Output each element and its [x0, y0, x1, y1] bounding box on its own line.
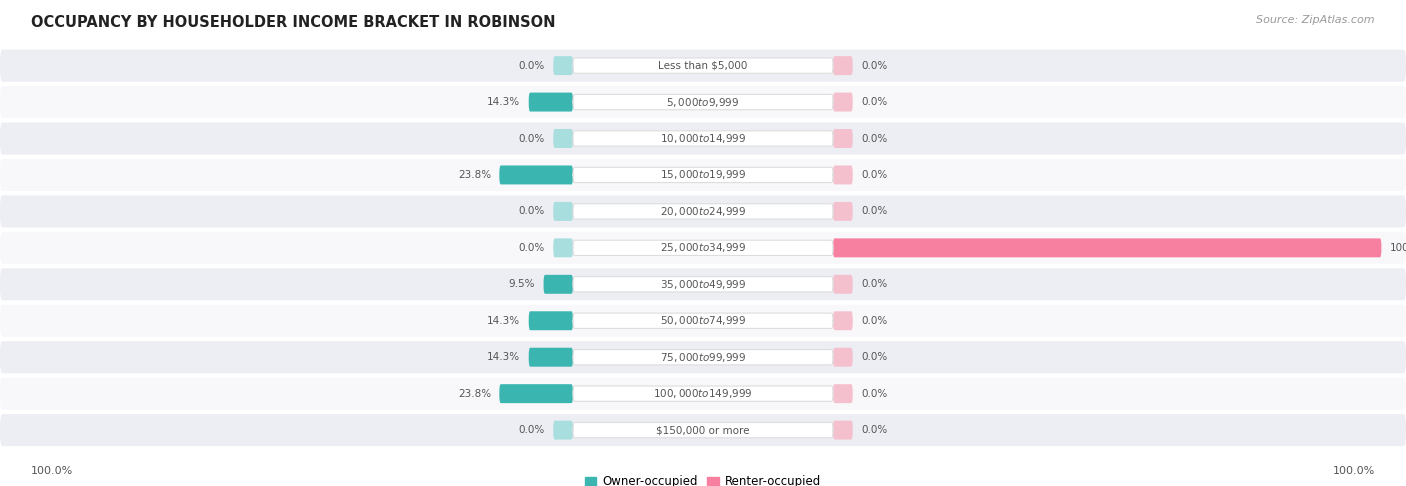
FancyBboxPatch shape: [832, 420, 852, 439]
FancyBboxPatch shape: [0, 268, 1406, 300]
Text: 0.0%: 0.0%: [860, 170, 887, 180]
Text: 0.0%: 0.0%: [860, 425, 887, 435]
FancyBboxPatch shape: [832, 384, 852, 403]
Text: $50,000 to $74,999: $50,000 to $74,999: [659, 314, 747, 327]
FancyBboxPatch shape: [0, 341, 1406, 373]
FancyBboxPatch shape: [529, 311, 574, 330]
FancyBboxPatch shape: [544, 275, 574, 294]
Text: 23.8%: 23.8%: [458, 389, 491, 399]
FancyBboxPatch shape: [0, 378, 1406, 410]
Text: 100.0%: 100.0%: [1391, 243, 1406, 253]
FancyBboxPatch shape: [832, 202, 852, 221]
Text: $5,000 to $9,999: $5,000 to $9,999: [666, 96, 740, 108]
Text: $100,000 to $149,999: $100,000 to $149,999: [654, 387, 752, 400]
FancyBboxPatch shape: [529, 348, 574, 366]
FancyBboxPatch shape: [832, 56, 852, 75]
FancyBboxPatch shape: [554, 129, 574, 148]
Text: 0.0%: 0.0%: [519, 134, 546, 143]
FancyBboxPatch shape: [832, 239, 1381, 258]
Text: 100.0%: 100.0%: [31, 467, 73, 476]
FancyBboxPatch shape: [832, 165, 852, 184]
FancyBboxPatch shape: [0, 86, 1406, 118]
FancyBboxPatch shape: [554, 239, 574, 258]
Text: 14.3%: 14.3%: [486, 316, 520, 326]
Text: 0.0%: 0.0%: [860, 316, 887, 326]
Text: 14.3%: 14.3%: [486, 97, 520, 107]
FancyBboxPatch shape: [574, 349, 832, 365]
FancyBboxPatch shape: [832, 129, 852, 148]
Text: 9.5%: 9.5%: [509, 279, 536, 289]
Text: $10,000 to $14,999: $10,000 to $14,999: [659, 132, 747, 145]
Text: 0.0%: 0.0%: [860, 207, 887, 216]
FancyBboxPatch shape: [832, 92, 852, 111]
FancyBboxPatch shape: [574, 277, 832, 292]
FancyBboxPatch shape: [554, 56, 574, 75]
Text: 0.0%: 0.0%: [860, 279, 887, 289]
FancyBboxPatch shape: [0, 232, 1406, 264]
Text: 0.0%: 0.0%: [519, 61, 546, 70]
Text: $150,000 or more: $150,000 or more: [657, 425, 749, 435]
FancyBboxPatch shape: [499, 384, 574, 403]
Text: $75,000 to $99,999: $75,000 to $99,999: [659, 351, 747, 364]
FancyBboxPatch shape: [574, 386, 832, 401]
FancyBboxPatch shape: [832, 275, 852, 294]
Text: $25,000 to $34,999: $25,000 to $34,999: [659, 242, 747, 254]
FancyBboxPatch shape: [574, 422, 832, 438]
Text: 14.3%: 14.3%: [486, 352, 520, 362]
FancyBboxPatch shape: [554, 202, 574, 221]
Text: 100.0%: 100.0%: [1333, 467, 1375, 476]
Legend: Owner-occupied, Renter-occupied: Owner-occupied, Renter-occupied: [579, 470, 827, 486]
FancyBboxPatch shape: [574, 313, 832, 329]
Text: 23.8%: 23.8%: [458, 170, 491, 180]
FancyBboxPatch shape: [0, 305, 1406, 337]
Text: $15,000 to $19,999: $15,000 to $19,999: [659, 169, 747, 181]
FancyBboxPatch shape: [574, 167, 832, 183]
Text: 0.0%: 0.0%: [860, 134, 887, 143]
Text: $35,000 to $49,999: $35,000 to $49,999: [659, 278, 747, 291]
FancyBboxPatch shape: [574, 94, 832, 110]
Text: Source: ZipAtlas.com: Source: ZipAtlas.com: [1257, 15, 1375, 25]
Text: 0.0%: 0.0%: [860, 389, 887, 399]
Text: 0.0%: 0.0%: [519, 207, 546, 216]
FancyBboxPatch shape: [0, 414, 1406, 446]
Text: $20,000 to $24,999: $20,000 to $24,999: [659, 205, 747, 218]
Text: 0.0%: 0.0%: [860, 352, 887, 362]
Text: 0.0%: 0.0%: [519, 425, 546, 435]
FancyBboxPatch shape: [529, 92, 574, 111]
FancyBboxPatch shape: [574, 58, 832, 73]
Text: OCCUPANCY BY HOUSEHOLDER INCOME BRACKET IN ROBINSON: OCCUPANCY BY HOUSEHOLDER INCOME BRACKET …: [31, 15, 555, 30]
FancyBboxPatch shape: [0, 195, 1406, 227]
FancyBboxPatch shape: [832, 348, 852, 366]
FancyBboxPatch shape: [574, 240, 832, 256]
FancyBboxPatch shape: [0, 122, 1406, 155]
Text: 0.0%: 0.0%: [860, 97, 887, 107]
FancyBboxPatch shape: [574, 131, 832, 146]
FancyBboxPatch shape: [0, 159, 1406, 191]
FancyBboxPatch shape: [832, 311, 852, 330]
Text: 0.0%: 0.0%: [519, 243, 546, 253]
FancyBboxPatch shape: [499, 165, 574, 184]
FancyBboxPatch shape: [554, 420, 574, 439]
Text: Less than $5,000: Less than $5,000: [658, 61, 748, 70]
FancyBboxPatch shape: [574, 204, 832, 219]
Text: 0.0%: 0.0%: [860, 61, 887, 70]
FancyBboxPatch shape: [0, 50, 1406, 82]
